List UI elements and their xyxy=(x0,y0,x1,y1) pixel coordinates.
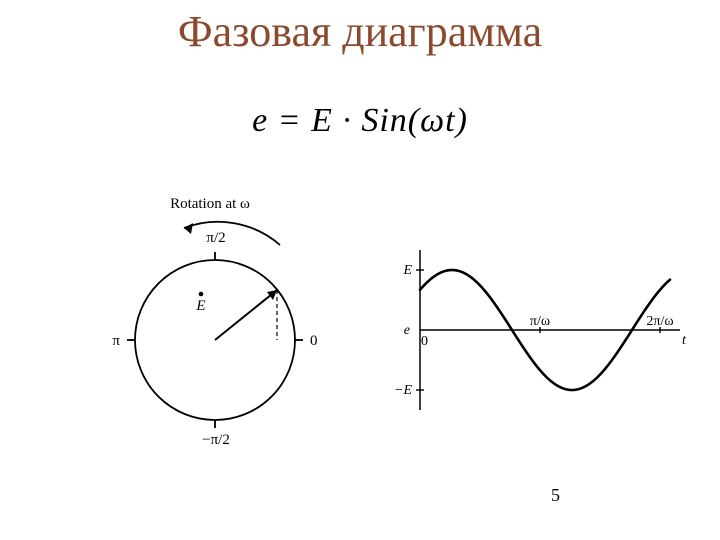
svg-text:0: 0 xyxy=(310,333,318,349)
svg-text:E: E xyxy=(402,263,412,278)
svg-text:e: e xyxy=(404,323,410,338)
svg-text:π: π xyxy=(112,333,120,349)
formula-text: e = E · Sin(ωt) xyxy=(0,102,720,140)
svg-text:0: 0 xyxy=(421,334,428,349)
svg-text:π/ω: π/ω xyxy=(530,314,550,329)
page-number: 5 xyxy=(551,485,560,506)
slide-title: Фазовая диаграмма xyxy=(0,6,720,57)
svg-text:−E: −E xyxy=(394,383,412,398)
slide: Фазовая диаграмма e = E · Sin(ωt) π/2 −π/… xyxy=(0,0,720,540)
sine-plot: E −E e0 π/ω 2π/ω t xyxy=(380,230,690,430)
svg-text:Rotation at ω: Rotation at ω xyxy=(170,196,250,212)
svg-text:π/2: π/2 xyxy=(206,230,225,246)
svg-text:−π/2: −π/2 xyxy=(202,432,230,448)
phasor-diagram: π/2 −π/2 π 0 Rotation at ω E xyxy=(90,190,340,450)
svg-text:E: E xyxy=(195,298,205,314)
svg-text:2π/ω: 2π/ω xyxy=(646,314,673,329)
svg-text:t: t xyxy=(682,333,687,348)
